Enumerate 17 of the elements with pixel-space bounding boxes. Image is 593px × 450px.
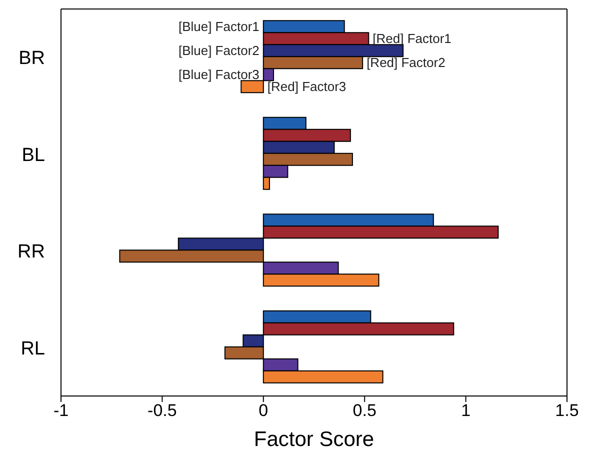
x-tick-label: 0 bbox=[258, 401, 268, 420]
series-label: [Blue] Factor3 bbox=[178, 67, 260, 82]
x-axis-title: Factor Score bbox=[254, 428, 374, 450]
series-label: [Red] Factor1 bbox=[372, 31, 452, 46]
y-tick-label: RR bbox=[18, 242, 45, 263]
series-label: [Red] Factor3 bbox=[267, 79, 346, 94]
x-tick-label: 1 bbox=[461, 401, 471, 420]
x-tick-label: -0.5 bbox=[148, 401, 177, 420]
series-label: [Blue] Factor1 bbox=[178, 19, 260, 34]
x-tick-label: 0.5 bbox=[352, 401, 376, 420]
x-tick-label: -1 bbox=[53, 401, 69, 420]
y-tick-label: BL bbox=[22, 144, 45, 166]
y-tick-label: BR bbox=[18, 48, 45, 70]
series-label: [Blue] Factor2 bbox=[178, 43, 260, 58]
series-label: [Red] Factor2 bbox=[366, 55, 446, 70]
x-tick-label: 1.5 bbox=[555, 401, 579, 420]
y-tick-label: RL bbox=[20, 338, 45, 360]
